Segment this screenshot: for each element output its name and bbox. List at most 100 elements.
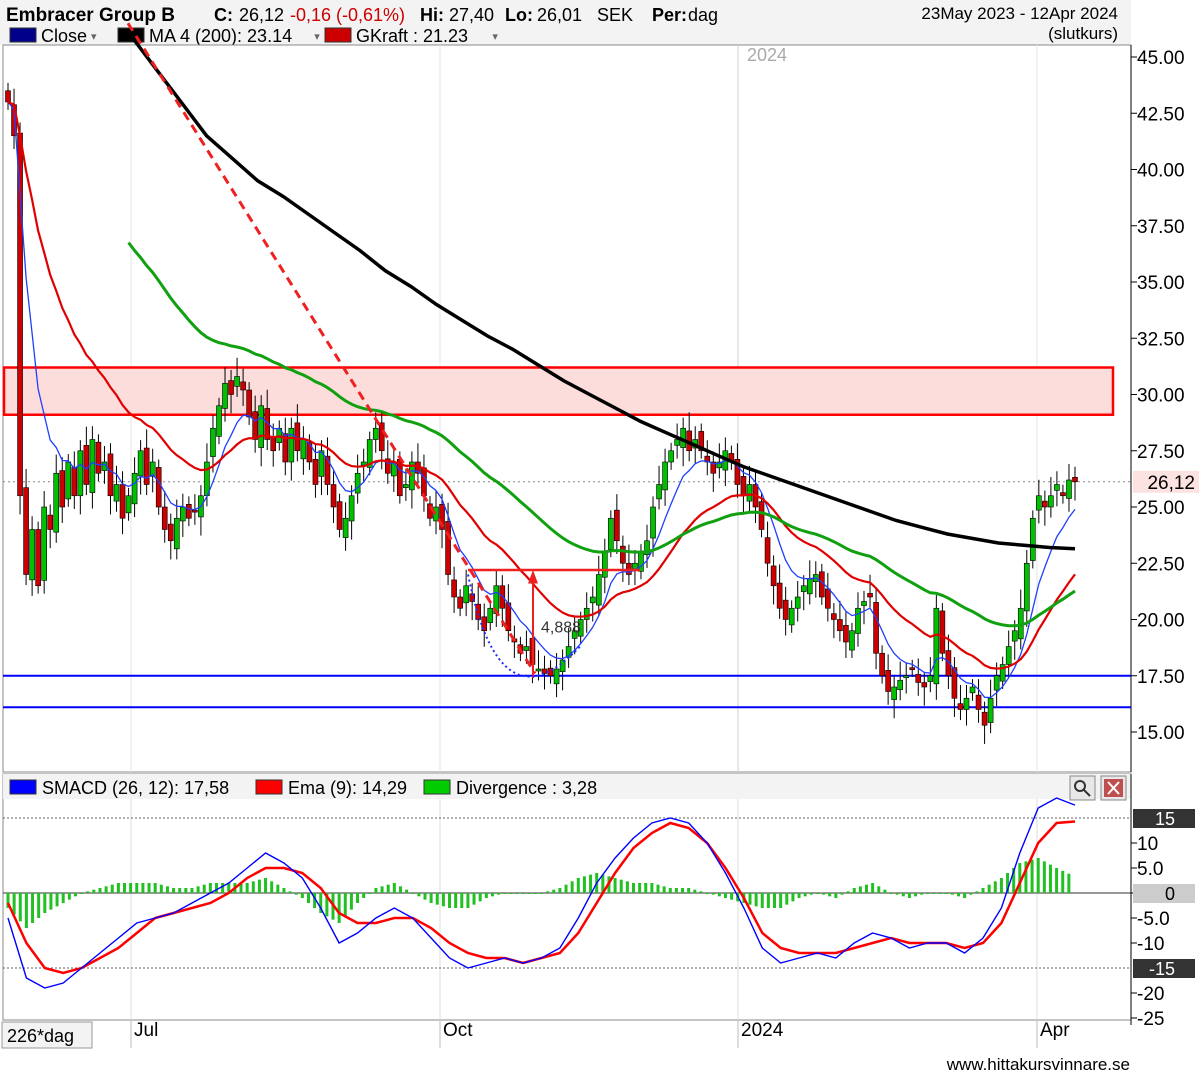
lo-label: Lo: <box>505 5 533 25</box>
smacd-line <box>7 797 1076 989</box>
candle-body <box>595 574 602 606</box>
price-tick-label: 32.50 <box>1137 329 1185 350</box>
candle-body <box>559 659 566 672</box>
divergence-bar <box>1024 861 1028 893</box>
divergence-bar <box>631 883 635 893</box>
divergence-bar <box>386 884 390 893</box>
candle-body <box>300 439 307 460</box>
divergence-bar <box>723 893 727 898</box>
candle-body <box>764 537 771 564</box>
divergence-bar <box>754 893 758 907</box>
macd-level-label: -15 <box>1149 959 1175 979</box>
candle-body <box>1048 495 1054 508</box>
divergence-bar <box>1048 864 1052 893</box>
divergence-bar <box>1067 873 1071 893</box>
instrument-name: Embracer Group B <box>6 5 175 26</box>
divergence-bar <box>889 893 893 894</box>
zoom-button[interactable] <box>1069 775 1096 801</box>
divergence-bar <box>454 893 458 908</box>
magnifier-icon <box>1074 780 1086 792</box>
divergence-bar <box>362 893 366 898</box>
candle-body <box>825 588 831 609</box>
candle-body <box>849 630 855 651</box>
measure-arrowhead <box>528 570 538 584</box>
candle-body <box>155 467 162 508</box>
candle-body <box>608 517 614 550</box>
close-panel-button[interactable] <box>1100 775 1127 801</box>
candle-body <box>342 517 349 538</box>
divergence-bar <box>822 893 826 895</box>
divergence-bar <box>914 893 918 897</box>
candle-body <box>969 686 976 694</box>
divergence-bar <box>527 893 531 894</box>
candle-body <box>77 450 84 497</box>
candle-body <box>650 506 656 539</box>
divergence-bar <box>288 891 292 893</box>
resistance-zone <box>2 366 1115 416</box>
macd-legend-bar <box>3 774 1131 799</box>
period-box[interactable] <box>1 1021 93 1049</box>
divergence-bar <box>993 881 997 893</box>
divergence-bar <box>172 888 176 893</box>
candle-body <box>638 551 644 572</box>
price-tick-label: 27.50 <box>1137 442 1185 463</box>
candle-body <box>831 613 837 620</box>
candle-body <box>945 650 952 677</box>
candle-body <box>451 579 457 598</box>
candle-body <box>210 427 216 457</box>
divergence-bar <box>785 893 789 905</box>
hi-label: Hi: <box>420 5 444 25</box>
divergence-bar <box>540 893 543 894</box>
price-tick-label: 45.00 <box>1137 48 1185 69</box>
price-basis: (slutkurs) <box>1048 24 1118 43</box>
divergence-bar <box>214 883 218 893</box>
candle-body <box>981 711 988 726</box>
candle-body <box>59 470 66 508</box>
candle-body <box>601 551 608 578</box>
candle-body <box>137 450 144 477</box>
candle-body <box>119 484 126 519</box>
divergence-bar <box>398 886 402 893</box>
macd-tick-label: 5.0 <box>1137 859 1163 880</box>
date-range: 23May 2023 - 12Apr 2024 <box>921 4 1118 23</box>
divergence-bar <box>196 886 200 893</box>
divergence-bar <box>613 878 617 893</box>
divergence-bar <box>73 893 77 897</box>
candle-body <box>620 545 626 564</box>
ma200-line <box>128 33 1076 551</box>
candle-body <box>439 503 445 530</box>
divergence-bar <box>276 884 280 893</box>
divergence-bar <box>846 891 850 893</box>
macd-legend-swatch <box>9 779 37 795</box>
candle-body <box>318 450 325 477</box>
candle-body <box>113 484 120 502</box>
x-tick-label: 2024 <box>741 1020 784 1041</box>
candle-body <box>216 405 222 437</box>
candle-body <box>35 529 41 587</box>
legend-swatch <box>9 27 37 43</box>
divergence-bar <box>711 893 715 895</box>
candle-body <box>867 593 873 598</box>
divergence-bar <box>147 883 151 893</box>
divergence-bar <box>178 888 182 893</box>
candle-body <box>487 607 494 623</box>
candle-body <box>131 472 138 505</box>
candle-body <box>571 630 578 639</box>
price-tick-label: 37.50 <box>1137 217 1185 238</box>
macd-tick-label: -10 <box>1137 934 1164 955</box>
candle-body <box>891 686 897 700</box>
candle-body <box>523 646 530 651</box>
divergence-bar <box>49 893 53 910</box>
candle-body <box>499 585 506 609</box>
price-tick-label: 40.00 <box>1137 161 1185 182</box>
candle-body <box>933 607 940 685</box>
divergence-bar <box>392 883 396 893</box>
lo-value: 26,01 <box>537 5 582 25</box>
divergence-bar <box>803 893 807 897</box>
divergence-bar <box>515 893 519 894</box>
divergence-bar <box>730 893 734 900</box>
last-price-value: 26,12 <box>1147 473 1195 494</box>
divergence-bar <box>589 874 593 893</box>
candle-body <box>915 674 922 683</box>
divergence-bar <box>570 881 574 893</box>
